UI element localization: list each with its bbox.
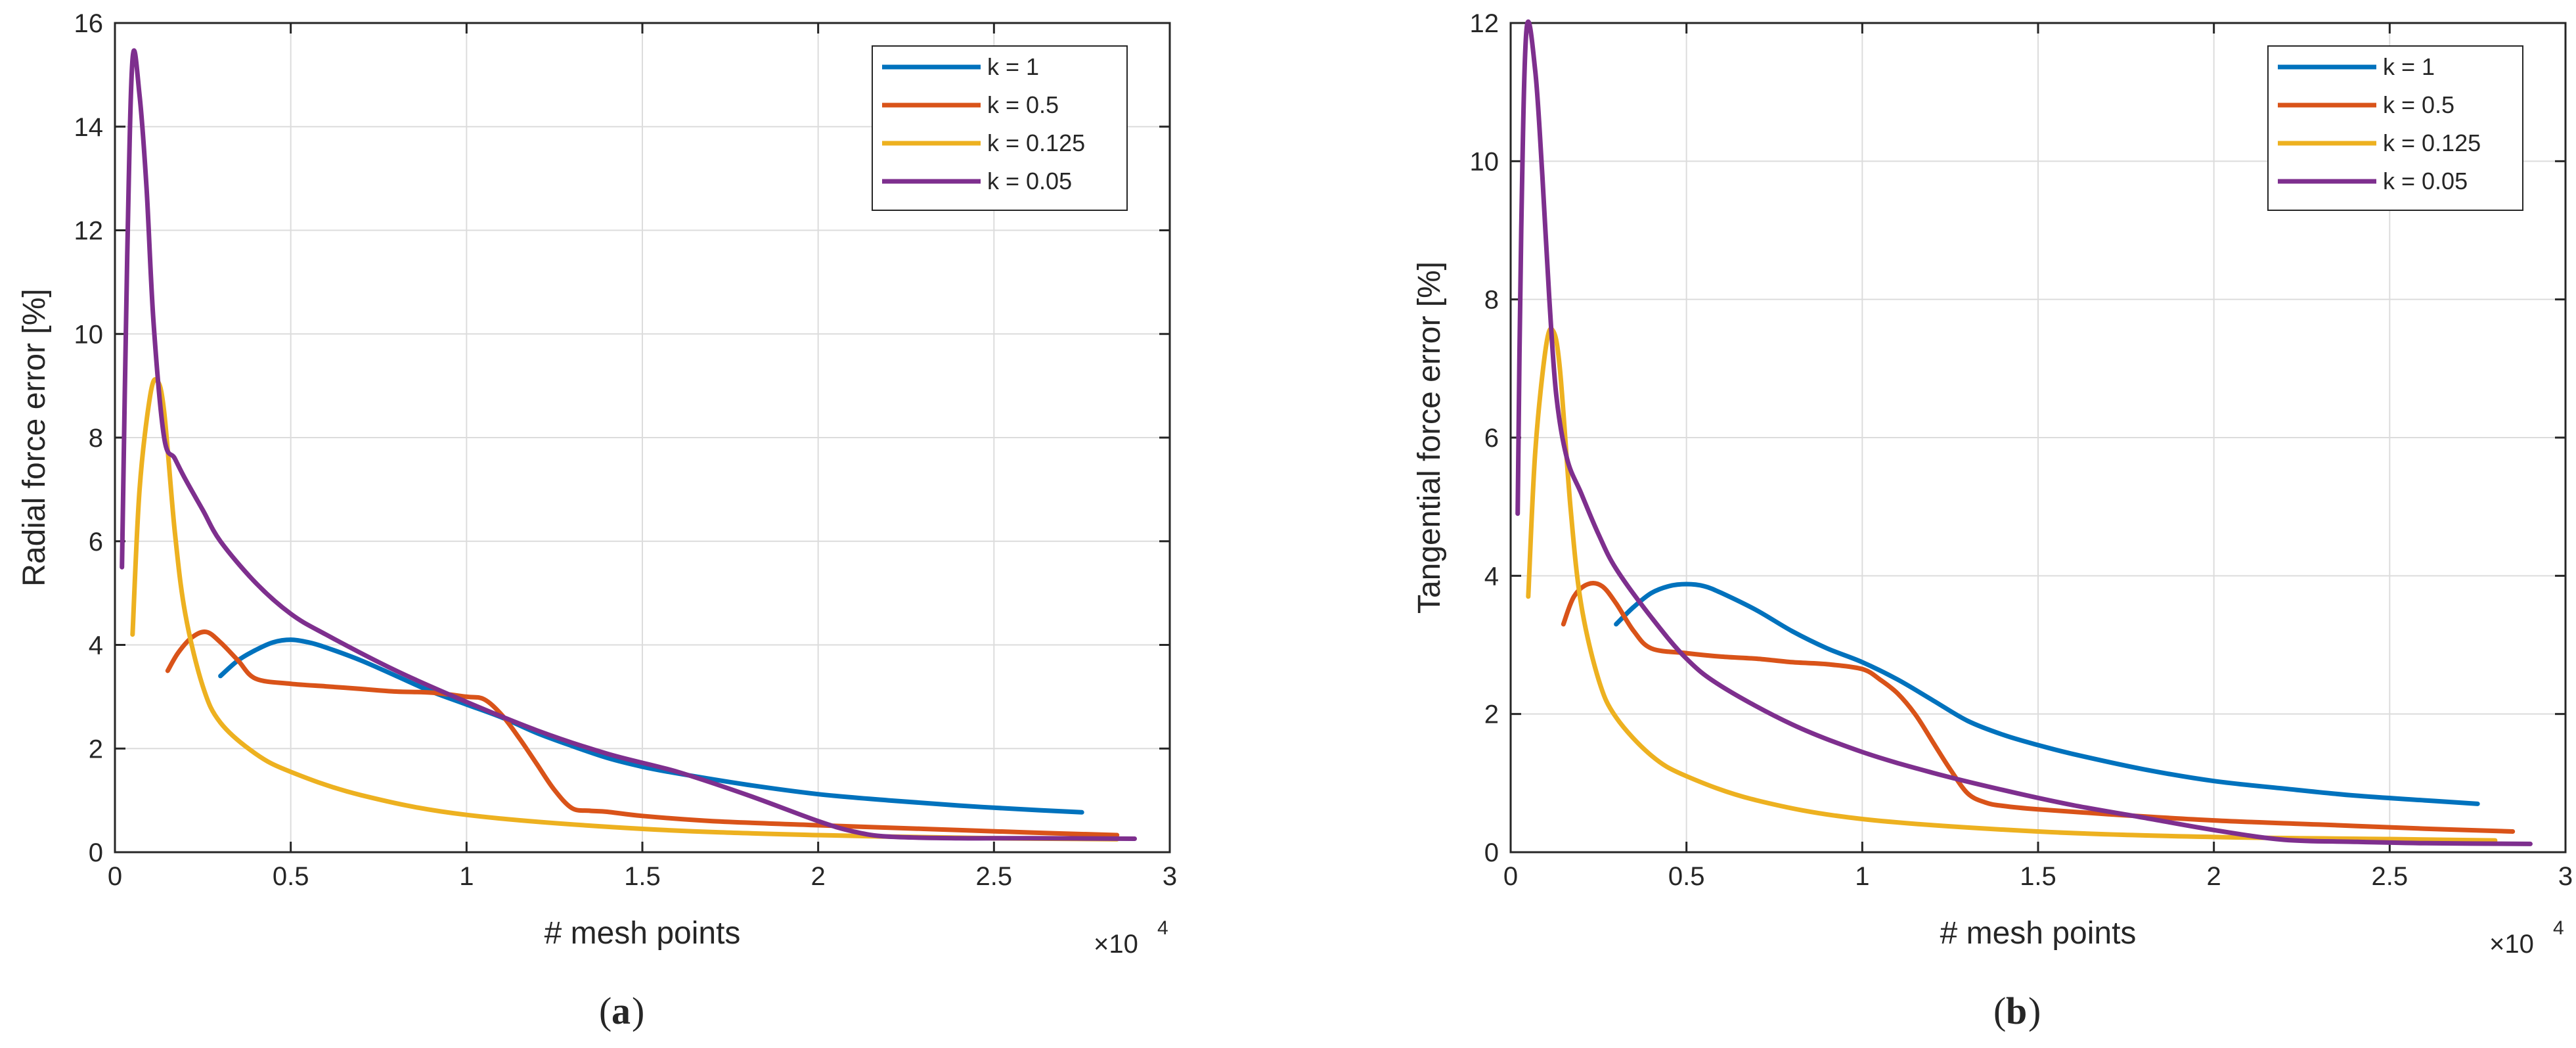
y-tick-label: 2	[89, 735, 103, 763]
series-line	[1614, 581, 2480, 806]
legend-label: k = 0.5	[987, 91, 1059, 118]
x-exponent: ×10 4	[2489, 917, 2564, 959]
y-tick-label: 6	[89, 528, 103, 557]
series-line	[130, 376, 1120, 842]
y-tick-label: 4	[1484, 562, 1499, 591]
legend-label: k = 1	[2383, 53, 2435, 80]
x-exponent: ×10 4	[1094, 917, 1168, 959]
series-line	[1561, 581, 2516, 834]
y-tick-label: 10	[74, 320, 104, 349]
x-tick-label: 1	[459, 862, 474, 891]
x-exponent-base: ×10	[1094, 930, 1138, 959]
x-tick-label: 1.5	[624, 862, 661, 891]
y-tick-label: 10	[1470, 147, 1499, 176]
panel-label-close: )	[2028, 990, 2041, 1032]
legend-label: k = 0.05	[2383, 168, 2468, 194]
panel-label: ( a )	[599, 990, 644, 1032]
x-exponent-power: 4	[2553, 917, 2564, 939]
y-tick-label: 0	[89, 838, 103, 867]
series-line	[120, 48, 1137, 841]
legend-label: k = 0.125	[987, 129, 1085, 156]
y-tick-label: 8	[89, 424, 103, 453]
legend-label: k = 0.5	[2383, 91, 2454, 118]
tick-layer: 0 0.5 1 1.5 2 2.5 3 0 2 4 6 8 10 12 14 16	[74, 9, 1178, 891]
y-tick-label: 6	[1484, 424, 1499, 453]
x-tick-label: 2.5	[976, 862, 1013, 891]
legend: k = 1 k = 0.5 k = 0.125 k = 0.05	[2267, 45, 2523, 211]
x-tick-label: 0.5	[273, 862, 309, 891]
y-axis-label: Tangential force error [%]	[1412, 262, 1447, 614]
legend-entry: k = 1	[2278, 53, 2435, 80]
panel-label-open: (	[1993, 990, 2006, 1032]
y-tick-label: 14	[74, 113, 104, 142]
legend-label: k = 1	[987, 53, 1039, 80]
tick-layer: 0 0.5 1 1.5 2 2.5 3 0 2 4 6 8 10 12	[1470, 9, 2573, 891]
x-tick-label: 1	[1855, 862, 1869, 891]
series-line	[1515, 19, 2533, 846]
x-tick-label: 0	[108, 862, 122, 891]
panel-label-letter: b	[2006, 990, 2027, 1032]
x-tick-label: 0	[1503, 862, 1518, 891]
x-tick-label: 2	[811, 862, 826, 891]
y-tick-label: 12	[74, 217, 104, 246]
y-tick-label: 16	[74, 9, 104, 38]
chart-panel-a: 0 0.5 1 1.5 2 2.5 3 0 2 4 6 8 10 12 14 16 k = 1 k = 0.5…	[17, 9, 1177, 1032]
legend-entry: k = 0.5	[882, 91, 1059, 118]
chart-panel-b: 0 0.5 1 1.5 2 2.5 3 0 2 4 6 8 10 12 k = 1 k = 0.5 k =…	[1412, 9, 2573, 1032]
legend-entry: k = 0.05	[2278, 168, 2468, 194]
series-layer	[1515, 19, 2533, 846]
x-tick-label: 0.5	[1668, 862, 1705, 891]
y-tick-label: 4	[89, 631, 103, 660]
panel-label: ( b )	[1993, 990, 2041, 1032]
x-tick-label: 3	[1163, 862, 1177, 891]
y-tick-label: 8	[1484, 286, 1499, 315]
y-tick-label: 0	[1484, 838, 1499, 867]
legend: k = 1 k = 0.5 k = 0.125 k = 0.05	[872, 45, 1128, 211]
legend-label: k = 0.125	[2383, 129, 2481, 156]
series-line	[218, 637, 1084, 815]
legend-label: k = 0.05	[987, 168, 1072, 194]
panel-label-letter: a	[611, 990, 631, 1032]
legend-entry: k = 1	[882, 53, 1039, 80]
legend-entry: k = 0.125	[882, 129, 1085, 156]
x-exponent-base: ×10	[2489, 930, 2534, 959]
legend-entry: k = 0.05	[882, 168, 1072, 194]
x-axis-label: # mesh points	[1940, 916, 2137, 951]
y-tick-label: 12	[1470, 9, 1499, 38]
y-axis-label: Radial force error [%]	[17, 288, 52, 587]
legend-entry: k = 0.125	[2278, 129, 2481, 156]
legend-entry: k = 0.5	[2278, 91, 2454, 118]
x-tick-label: 1.5	[2020, 862, 2056, 891]
x-tick-label: 2	[2207, 862, 2221, 891]
panel-label-close: )	[632, 990, 644, 1032]
y-tick-label: 2	[1484, 700, 1499, 729]
x-exponent-power: 4	[1157, 917, 1168, 939]
x-tick-label: 2.5	[2372, 862, 2409, 891]
x-axis-label: # mesh points	[544, 916, 741, 951]
x-tick-label: 3	[2558, 862, 2573, 891]
series-layer	[120, 48, 1137, 842]
panel-label-open: (	[599, 990, 611, 1032]
